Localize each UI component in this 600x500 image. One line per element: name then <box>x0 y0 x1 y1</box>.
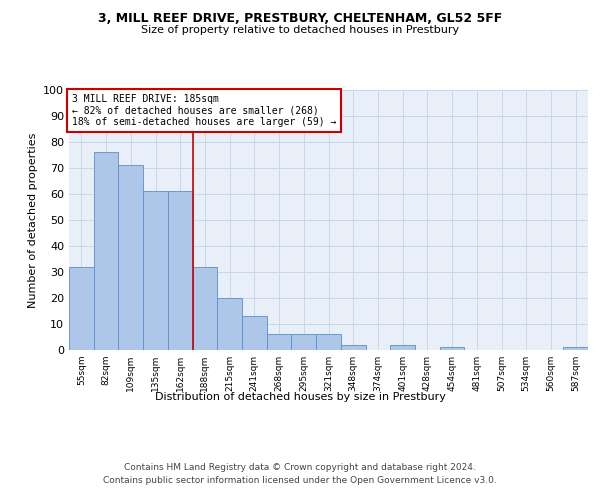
Text: Size of property relative to detached houses in Prestbury: Size of property relative to detached ho… <box>141 25 459 35</box>
Bar <box>242 316 267 350</box>
Bar <box>316 334 341 350</box>
Bar <box>193 267 217 350</box>
Bar <box>168 192 193 350</box>
Bar <box>563 348 588 350</box>
Bar <box>94 152 118 350</box>
Text: Contains HM Land Registry data © Crown copyright and database right 2024.: Contains HM Land Registry data © Crown c… <box>124 462 476 471</box>
Text: Contains public sector information licensed under the Open Government Licence v3: Contains public sector information licen… <box>103 476 497 485</box>
Text: Distribution of detached houses by size in Prestbury: Distribution of detached houses by size … <box>155 392 445 402</box>
Bar <box>292 334 316 350</box>
Y-axis label: Number of detached properties: Number of detached properties <box>28 132 38 308</box>
Bar <box>69 267 94 350</box>
Bar <box>341 345 365 350</box>
Bar <box>440 348 464 350</box>
Bar <box>390 345 415 350</box>
Text: 3 MILL REEF DRIVE: 185sqm
← 82% of detached houses are smaller (268)
18% of semi: 3 MILL REEF DRIVE: 185sqm ← 82% of detac… <box>71 94 336 127</box>
Bar <box>143 192 168 350</box>
Text: 3, MILL REEF DRIVE, PRESTBURY, CHELTENHAM, GL52 5FF: 3, MILL REEF DRIVE, PRESTBURY, CHELTENHA… <box>98 12 502 26</box>
Bar <box>217 298 242 350</box>
Bar <box>118 166 143 350</box>
Bar <box>267 334 292 350</box>
